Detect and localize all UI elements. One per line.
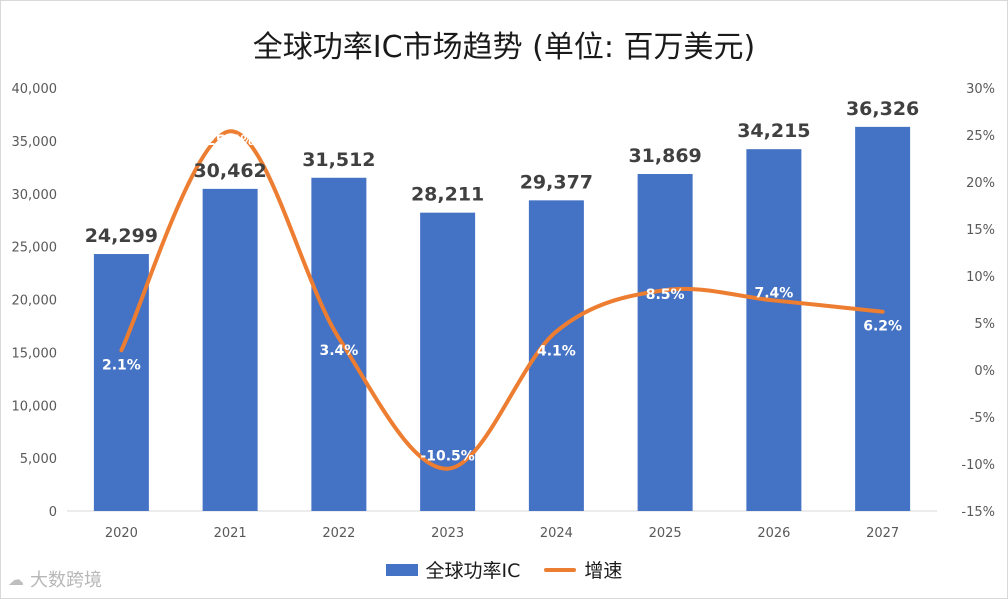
y-left-tick-label: 10,000 bbox=[12, 399, 58, 414]
x-tick-label: 2022 bbox=[322, 526, 355, 541]
y-right-tick-label: 10% bbox=[966, 270, 995, 285]
x-tick-label: 2025 bbox=[649, 526, 682, 541]
legend-label-line: 增速 bbox=[584, 560, 623, 582]
bar bbox=[855, 126, 911, 512]
bar-value-label: 29,377 bbox=[520, 171, 593, 193]
bar-value-label: 28,211 bbox=[411, 184, 484, 206]
y-left-tick-label: 30,000 bbox=[12, 188, 58, 203]
x-tick-label: 2027 bbox=[866, 526, 899, 541]
y-right-tick-label: -15% bbox=[961, 505, 995, 520]
bar-value-label: 36,326 bbox=[846, 98, 919, 120]
bar-value-label: 30,462 bbox=[193, 160, 266, 182]
legend-label-bar: 全球功率IC bbox=[425, 560, 521, 582]
y-left-tick-label: 15,000 bbox=[12, 346, 58, 361]
y-right-tick-label: -10% bbox=[961, 458, 995, 473]
bar bbox=[420, 212, 476, 511]
y-left-tick-label: 40,000 bbox=[12, 82, 58, 97]
y-left-tick-label: 35,000 bbox=[12, 135, 58, 150]
bar-value-label: 34,215 bbox=[737, 120, 810, 142]
y-right-tick-label: 25% bbox=[966, 129, 995, 144]
y-right-tick-label: 30% bbox=[966, 82, 995, 97]
growth-value-label: 8.5% bbox=[646, 287, 685, 303]
growth-value-label: 6.2% bbox=[863, 319, 902, 335]
y-left-tick-label: 25,000 bbox=[12, 241, 58, 256]
y-right-tick-label: 5% bbox=[974, 317, 995, 332]
bar bbox=[637, 173, 693, 511]
bar bbox=[93, 254, 149, 511]
growth-value-label: 25.4% bbox=[206, 133, 255, 149]
growth-value-label: 7.4% bbox=[754, 285, 793, 301]
legend-item-bar[interactable]: 全球功率IC bbox=[385, 556, 521, 583]
x-tick-label: 2026 bbox=[757, 526, 790, 541]
bar bbox=[311, 177, 367, 511]
y-left-tick-label: 5,000 bbox=[20, 452, 57, 467]
x-tick-label: 2021 bbox=[214, 526, 247, 541]
x-tick-label: 2023 bbox=[431, 526, 464, 541]
y-right-tick-label: 20% bbox=[966, 176, 995, 191]
growth-value-label: 2.1% bbox=[102, 357, 141, 373]
bar bbox=[528, 200, 584, 511]
growth-value-label: 4.1% bbox=[537, 343, 576, 359]
y-right-tick-label: -5% bbox=[970, 411, 995, 426]
y-right-tick-label: 0% bbox=[974, 364, 995, 379]
legend-item-line[interactable]: 增速 bbox=[544, 556, 622, 583]
growth-value-label: -10.5% bbox=[420, 449, 474, 465]
cloud-logo-icon: ☁︎ bbox=[8, 569, 24, 589]
y-right-tick-label: 15% bbox=[966, 223, 995, 238]
growth-line bbox=[119, 129, 885, 471]
y-left-tick-label: 20,000 bbox=[12, 294, 58, 309]
watermark-text: 大数跨境 bbox=[30, 570, 102, 591]
bar bbox=[746, 149, 802, 511]
bar bbox=[202, 188, 258, 511]
growth-value-label: 3.4% bbox=[319, 343, 358, 359]
bar-value-label: 31,869 bbox=[628, 145, 701, 167]
chart-legend: 全球功率IC 增速 bbox=[0, 556, 1008, 583]
bar-value-label: 24,299 bbox=[85, 225, 158, 247]
watermark: ☁︎ 大数跨境 bbox=[8, 566, 102, 592]
bar-value-label: 31,512 bbox=[302, 149, 375, 171]
x-tick-label: 2024 bbox=[540, 526, 573, 541]
legend-swatch-bar bbox=[385, 563, 418, 576]
x-tick-label: 2020 bbox=[105, 526, 138, 541]
chart-title: 全球功率IC市场趋势 (单位: 百万美元) bbox=[252, 30, 756, 65]
y-left-tick-label: 0 bbox=[49, 505, 57, 520]
legend-swatch-line bbox=[544, 567, 577, 572]
